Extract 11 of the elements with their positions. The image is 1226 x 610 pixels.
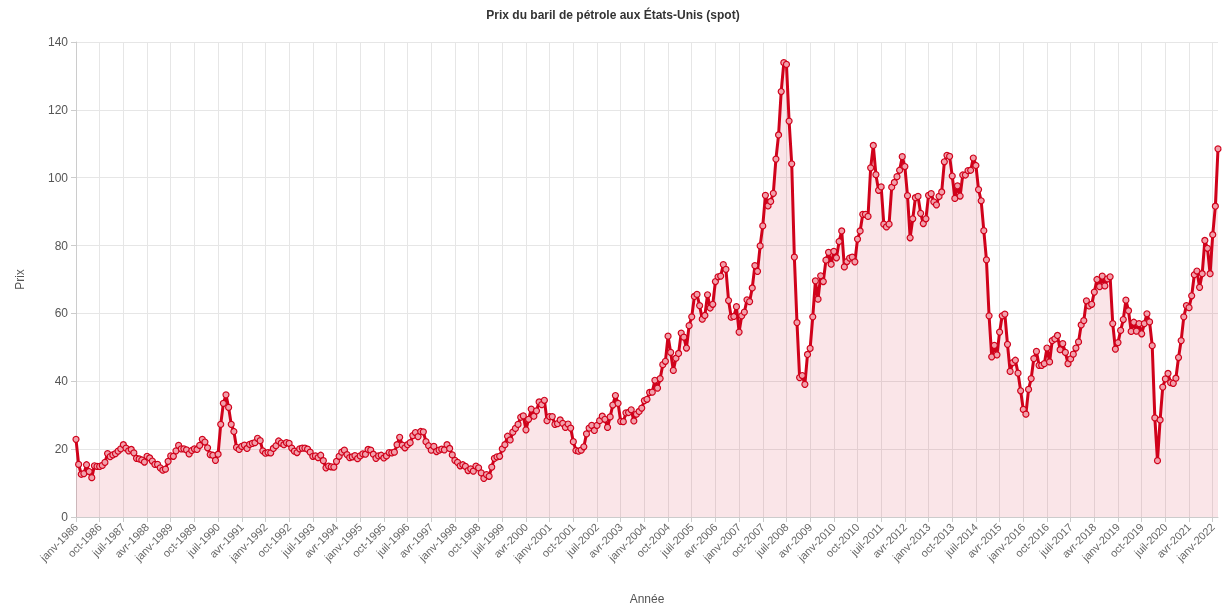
y-tick-label: 20 (54, 442, 69, 457)
y-tick-label: 140 (47, 35, 69, 49)
y-tick-label: 60 (54, 306, 69, 321)
chart-title: Prix du baril de pétrole aux États-Unis (spot) (486, 7, 740, 22)
y-tick-label: 40 (54, 374, 69, 389)
y-tick-label: 100 (47, 170, 69, 185)
y-tick-label: 120 (47, 102, 69, 117)
y-tick-label: 80 (54, 238, 69, 253)
x-axis-title: Année (629, 592, 665, 606)
y-tick-label: 0 (61, 510, 69, 524)
y-axis-title: Prix (13, 269, 27, 290)
